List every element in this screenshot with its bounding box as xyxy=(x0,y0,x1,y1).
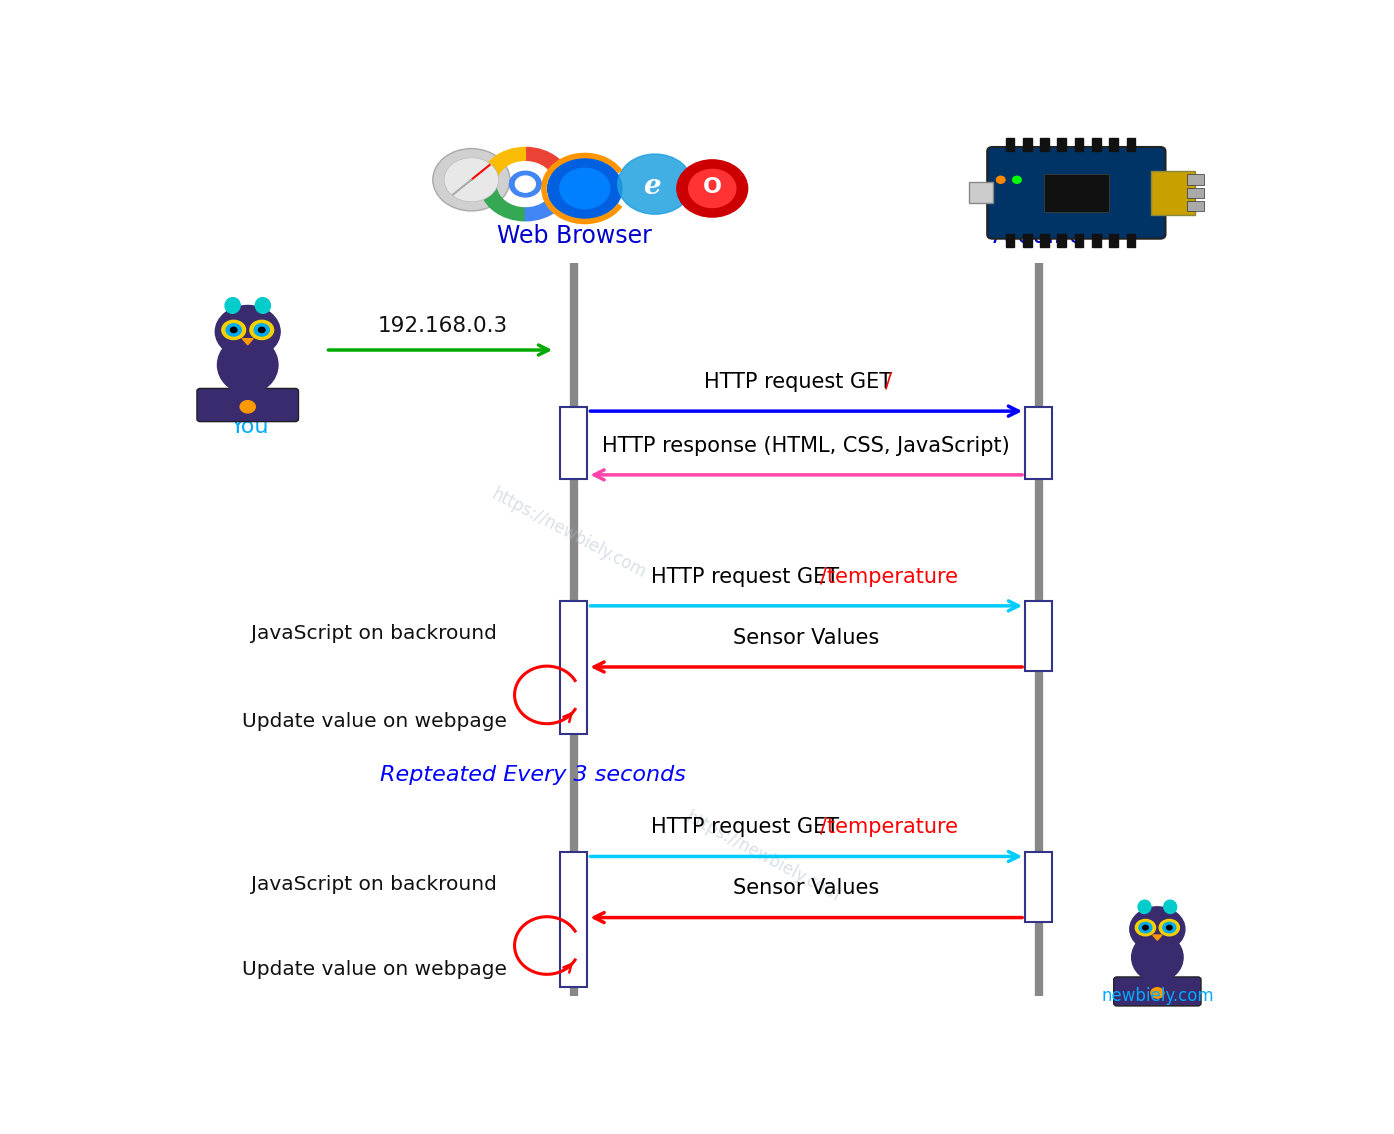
FancyBboxPatch shape xyxy=(197,389,298,422)
Circle shape xyxy=(254,324,269,336)
Bar xyxy=(1005,138,1015,151)
Bar xyxy=(1025,407,1052,480)
Circle shape xyxy=(689,169,736,208)
Bar xyxy=(1092,235,1101,247)
FancyBboxPatch shape xyxy=(1114,978,1202,1006)
Bar xyxy=(1075,235,1083,247)
Bar xyxy=(1126,138,1135,151)
Circle shape xyxy=(1160,920,1179,936)
Circle shape xyxy=(222,320,245,339)
Circle shape xyxy=(250,320,273,339)
Bar xyxy=(1188,201,1204,211)
Text: 192.168.0.3: 192.168.0.3 xyxy=(378,316,507,336)
Text: You: You xyxy=(230,417,269,438)
Text: /temperature: /temperature xyxy=(820,567,958,586)
Circle shape xyxy=(548,159,622,219)
Text: JavaScript on backround: JavaScript on backround xyxy=(251,625,498,643)
Bar xyxy=(560,601,587,734)
Bar xyxy=(1023,235,1032,247)
Circle shape xyxy=(258,328,265,332)
Circle shape xyxy=(618,154,693,214)
Circle shape xyxy=(1163,922,1175,933)
Bar xyxy=(1005,235,1015,247)
Circle shape xyxy=(445,158,499,202)
Bar xyxy=(1058,138,1066,151)
Bar xyxy=(1040,138,1048,151)
Text: Arduino: Arduino xyxy=(993,223,1085,248)
Bar xyxy=(1040,235,1048,247)
Wedge shape xyxy=(480,147,526,184)
Text: /temperature: /temperature xyxy=(820,818,958,837)
Bar xyxy=(1025,852,1052,922)
Ellipse shape xyxy=(1138,900,1151,914)
Circle shape xyxy=(230,328,237,332)
Text: Repteated Every 3 seconds: Repteated Every 3 seconds xyxy=(379,765,686,785)
Bar xyxy=(560,852,587,988)
Circle shape xyxy=(240,400,255,413)
Ellipse shape xyxy=(1164,900,1177,914)
Text: newbiely.com: newbiely.com xyxy=(1101,987,1214,1005)
Wedge shape xyxy=(526,184,570,221)
FancyBboxPatch shape xyxy=(987,147,1165,238)
Bar xyxy=(1110,138,1118,151)
Circle shape xyxy=(226,324,241,336)
Bar xyxy=(1092,138,1101,151)
Bar xyxy=(1110,235,1118,247)
Circle shape xyxy=(560,168,609,209)
Circle shape xyxy=(1143,925,1149,930)
Text: Sensor Values: Sensor Values xyxy=(733,628,880,648)
Circle shape xyxy=(1012,176,1022,184)
Ellipse shape xyxy=(217,337,277,393)
Text: /: / xyxy=(885,372,892,392)
Bar xyxy=(1044,174,1108,212)
Circle shape xyxy=(1139,922,1151,933)
Bar xyxy=(1188,187,1204,198)
Polygon shape xyxy=(1153,936,1163,940)
Circle shape xyxy=(1151,988,1164,998)
Bar xyxy=(560,407,587,480)
Bar xyxy=(1023,138,1032,151)
Text: HTTP request GET: HTTP request GET xyxy=(651,567,846,586)
Polygon shape xyxy=(243,339,254,345)
Text: O: O xyxy=(703,177,722,196)
FancyBboxPatch shape xyxy=(1151,171,1195,214)
Text: HTTP request GET: HTTP request GET xyxy=(651,818,846,837)
Ellipse shape xyxy=(1132,933,1184,981)
Circle shape xyxy=(509,171,541,197)
Circle shape xyxy=(677,160,747,217)
Circle shape xyxy=(1167,925,1172,930)
Bar xyxy=(1025,601,1052,671)
Bar xyxy=(1058,235,1066,247)
Text: https://newbiely.com: https://newbiely.com xyxy=(488,485,648,582)
Bar xyxy=(969,183,993,203)
Bar xyxy=(1075,138,1083,151)
Wedge shape xyxy=(480,184,526,221)
Text: HTTP request GET: HTTP request GET xyxy=(704,372,899,392)
Wedge shape xyxy=(526,147,570,184)
Circle shape xyxy=(516,176,535,192)
Text: Sensor Values: Sensor Values xyxy=(733,879,880,898)
Ellipse shape xyxy=(224,297,240,313)
Circle shape xyxy=(432,149,510,211)
Text: e: e xyxy=(643,174,661,201)
Circle shape xyxy=(997,176,1005,184)
Bar xyxy=(1188,175,1204,185)
Ellipse shape xyxy=(255,297,270,313)
Circle shape xyxy=(215,305,280,358)
Text: https://newbiely.com: https://newbiely.com xyxy=(683,809,843,905)
Text: JavaScript on backround: JavaScript on backround xyxy=(251,875,498,894)
Circle shape xyxy=(1129,907,1185,951)
Text: Web Browser: Web Browser xyxy=(496,223,651,248)
Text: HTTP response (HTML, CSS, JavaScript): HTTP response (HTML, CSS, JavaScript) xyxy=(602,435,1011,456)
Text: Update value on webpage: Update value on webpage xyxy=(241,712,506,730)
Bar xyxy=(1126,235,1135,247)
Circle shape xyxy=(1135,920,1156,936)
Text: Update value on webpage: Update value on webpage xyxy=(241,960,506,980)
